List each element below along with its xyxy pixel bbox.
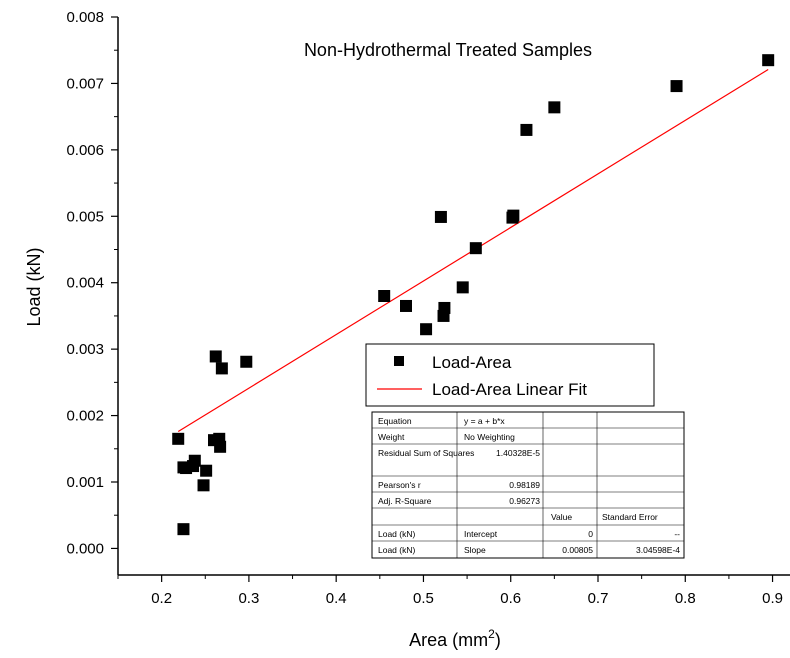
data-point bbox=[670, 80, 683, 93]
fit-table-slope-error: 3.04598E-4 bbox=[636, 545, 680, 555]
legend-label-scatter: Load-Area bbox=[432, 353, 512, 372]
fit-table-slope-var: Load (kN) bbox=[378, 545, 415, 555]
data-point bbox=[188, 454, 201, 467]
fit-table-intercept-var: Load (kN) bbox=[378, 529, 415, 539]
data-point bbox=[456, 281, 469, 294]
data-point bbox=[762, 54, 775, 67]
data-point bbox=[240, 355, 253, 368]
fit-table-slope-value: 0.00805 bbox=[562, 545, 593, 555]
x-axis-title-end: ) bbox=[495, 630, 501, 650]
y-tick-label: 0.000 bbox=[66, 540, 104, 557]
x-tick-label: 0.2 bbox=[151, 590, 172, 607]
x-tick-label: 0.8 bbox=[675, 590, 696, 607]
y-tick-label: 0.005 bbox=[66, 208, 104, 225]
legend-box bbox=[365, 343, 655, 407]
y-tick-label: 0.007 bbox=[66, 75, 104, 92]
data-point bbox=[172, 432, 185, 445]
data-point bbox=[214, 440, 227, 453]
y-tick-label: 0.003 bbox=[66, 341, 104, 358]
fit-table-value-rss: 1.40328E-5 bbox=[496, 448, 540, 458]
x-tick-label: 0.6 bbox=[500, 590, 521, 607]
fit-table-intercept-error: -- bbox=[674, 529, 680, 539]
x-tick-label: 0.7 bbox=[588, 590, 609, 607]
legend-label-line: Load-Area Linear Fit bbox=[432, 380, 587, 399]
data-point bbox=[177, 523, 190, 536]
fit-table-intercept-value: 0 bbox=[588, 529, 593, 539]
y-tick-label: 0.004 bbox=[66, 275, 104, 292]
fit-table-header-value: Value bbox=[551, 512, 572, 522]
data-point bbox=[215, 362, 228, 375]
fit-table-value-pearson: 0.98189 bbox=[509, 480, 540, 490]
x-axis-title-main: Area (mm bbox=[409, 630, 488, 650]
data-point bbox=[400, 299, 412, 312]
data-point bbox=[209, 350, 222, 363]
legend: Load-Area Load-Area Linear Fit bbox=[365, 343, 655, 407]
fit-table-label-equation: Equation bbox=[378, 416, 412, 426]
data-point bbox=[434, 210, 447, 223]
data-point bbox=[469, 242, 482, 255]
y-tick-label: 0.006 bbox=[66, 142, 104, 159]
x-tick-label: 0.9 bbox=[762, 590, 783, 607]
fit-table-label-pearson: Pearson's r bbox=[378, 480, 421, 490]
data-point bbox=[200, 464, 213, 477]
data-point bbox=[378, 290, 391, 302]
x-axis-title-superscript: 2 bbox=[488, 627, 495, 641]
chart-title: Non-Hydrothermal Treated Samples bbox=[304, 40, 592, 60]
fit-table-border bbox=[371, 411, 685, 559]
x-tick-label: 0.3 bbox=[238, 590, 259, 607]
fit-table-value-adj-r2: 0.96273 bbox=[509, 496, 540, 506]
y-axis-title: Load (kN) bbox=[24, 247, 44, 326]
fit-table-value-equation: y = a + b*x bbox=[464, 416, 505, 426]
y-tick-label: 0.008 bbox=[66, 9, 104, 26]
data-point bbox=[548, 101, 561, 114]
fit-table-slope-param: Slope bbox=[464, 545, 486, 555]
y-tick-label: 0.002 bbox=[66, 408, 104, 425]
legend-marker-scatter bbox=[394, 356, 404, 366]
fit-table-header-error: Standard Error bbox=[602, 512, 658, 522]
data-point bbox=[438, 301, 451, 314]
x-tick-label: 0.4 bbox=[326, 590, 347, 607]
fit-table-value-weight: No Weighting bbox=[464, 432, 515, 442]
x-axis-title: Area (mm2) bbox=[409, 627, 501, 650]
fit-table-label-adj-r2: Adj. R-Square bbox=[378, 496, 432, 506]
fit-table-intercept-param: Intercept bbox=[464, 529, 498, 539]
fit-statistics-table: Equation y = a + b*x Weight No Weighting… bbox=[371, 411, 685, 559]
data-point bbox=[420, 323, 433, 336]
data-point bbox=[507, 209, 520, 222]
data-point bbox=[197, 479, 210, 492]
fit-table-label-weight: Weight bbox=[378, 432, 405, 442]
x-tick-label: 0.5 bbox=[413, 590, 434, 607]
y-tick-label: 0.001 bbox=[66, 474, 104, 491]
data-point bbox=[520, 123, 533, 136]
fit-table-label-rss: Residual Sum of Squares bbox=[378, 448, 474, 458]
